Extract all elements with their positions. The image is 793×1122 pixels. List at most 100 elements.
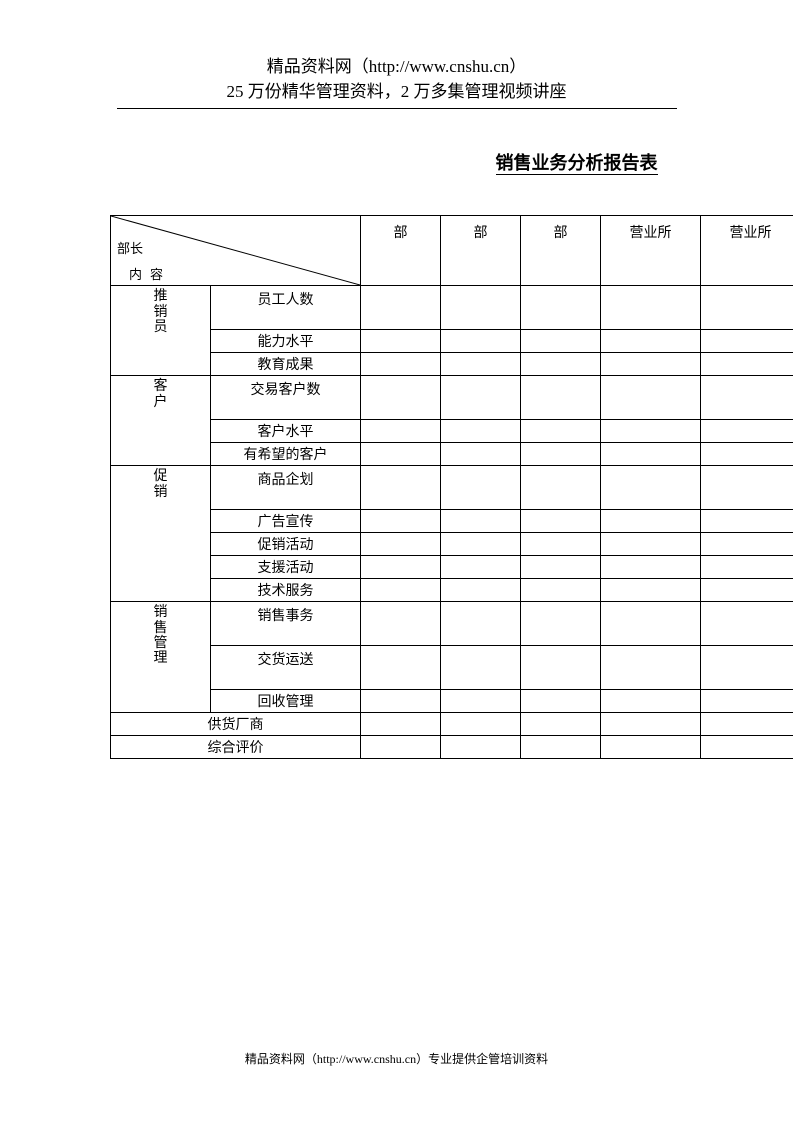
diag-label-bottom: 内容 [129, 264, 171, 283]
data-cell [441, 443, 521, 466]
data-cell [361, 690, 441, 713]
group-label: 推销员 [115, 289, 206, 335]
item-cell: 技术服务 [211, 579, 361, 602]
report-table: 部长 内容 部 部 部 营业所 营业所 推销员 员工人数 能力水平 教育成果 客… [110, 215, 793, 759]
item-cell: 回收管理 [211, 690, 361, 713]
data-cell [361, 376, 441, 420]
data-cell [601, 646, 701, 690]
item-cell: 广告宣传 [211, 510, 361, 533]
item-cell: 商品企划 [211, 466, 361, 510]
table-row: 销售管理 销售事务 [111, 602, 793, 646]
table-row: 促销 商品企划 [111, 466, 793, 510]
data-cell [441, 713, 521, 736]
item-cell: 支援活动 [211, 556, 361, 579]
item-cell: 销售事务 [211, 602, 361, 646]
document-title-text: 销售业务分析报告表 [496, 153, 658, 175]
data-cell [361, 556, 441, 579]
data-cell [601, 690, 701, 713]
data-cell [441, 579, 521, 602]
data-cell [521, 646, 601, 690]
data-cell [441, 330, 521, 353]
table-row: 客户 交易客户数 [111, 376, 793, 420]
data-cell [701, 510, 793, 533]
table-row: 能力水平 [111, 330, 793, 353]
document-title: 销售业务分析报告表 [360, 149, 793, 175]
data-cell [361, 579, 441, 602]
data-cell [701, 579, 793, 602]
data-cell [701, 646, 793, 690]
group-cell: 客户 [111, 376, 211, 466]
table-row: 技术服务 [111, 579, 793, 602]
table-row: 支援活动 [111, 556, 793, 579]
data-cell [601, 713, 701, 736]
group-cell: 推销员 [111, 286, 211, 376]
group-label: 客户 [115, 379, 206, 410]
data-cell [701, 330, 793, 353]
page-footer: 精品资料网（http://www.cnshu.cn）专业提供企管培训资料 [0, 1050, 793, 1067]
data-cell [601, 330, 701, 353]
table-row: 回收管理 [111, 690, 793, 713]
table-header-row: 部长 内容 部 部 部 营业所 营业所 [111, 216, 793, 286]
item-cell: 员工人数 [211, 286, 361, 330]
data-cell [361, 713, 441, 736]
data-cell [601, 286, 701, 330]
item-cell: 教育成果 [211, 353, 361, 376]
data-cell [521, 466, 601, 510]
item-cell: 能力水平 [211, 330, 361, 353]
data-cell [441, 466, 521, 510]
table-row: 客户水平 [111, 420, 793, 443]
col-header: 营业所 [601, 216, 701, 286]
data-cell [441, 533, 521, 556]
data-cell [361, 330, 441, 353]
diagonal-header-cell: 部长 内容 [111, 216, 361, 286]
data-cell [441, 646, 521, 690]
table-row: 综合评价 [111, 736, 793, 759]
data-cell [441, 286, 521, 330]
data-cell [601, 579, 701, 602]
table-wrapper: 部长 内容 部 部 部 营业所 营业所 推销员 员工人数 能力水平 教育成果 客… [110, 215, 793, 759]
item-cell: 交易客户数 [211, 376, 361, 420]
item-cell: 促销活动 [211, 533, 361, 556]
col-header: 部 [441, 216, 521, 286]
col-header: 部 [361, 216, 441, 286]
data-cell [521, 420, 601, 443]
data-cell [521, 579, 601, 602]
table-row: 广告宣传 [111, 510, 793, 533]
data-cell [701, 353, 793, 376]
data-cell [701, 602, 793, 646]
data-cell [521, 713, 601, 736]
data-cell [701, 443, 793, 466]
group-cell: 销售管理 [111, 602, 211, 713]
group-label: 销售管理 [115, 605, 206, 667]
data-cell [361, 602, 441, 646]
col-header: 部 [521, 216, 601, 286]
data-cell [441, 376, 521, 420]
data-cell [361, 353, 441, 376]
data-cell [701, 376, 793, 420]
data-cell [601, 443, 701, 466]
data-cell [601, 510, 701, 533]
data-cell [521, 690, 601, 713]
data-cell [701, 713, 793, 736]
group-label: 促销 [115, 469, 206, 500]
group-cell: 供货厂商 [111, 713, 361, 736]
data-cell [521, 602, 601, 646]
data-cell [701, 286, 793, 330]
table-row: 推销员 员工人数 [111, 286, 793, 330]
diag-label-top: 部长 [117, 238, 143, 257]
data-cell [601, 602, 701, 646]
data-cell [601, 466, 701, 510]
header-line-2: 25 万份精华管理资料，2 万多集管理视频讲座 [0, 80, 793, 105]
table-row: 供货厂商 [111, 713, 793, 736]
group-cell: 促销 [111, 466, 211, 602]
data-cell [601, 736, 701, 759]
table-row: 教育成果 [111, 353, 793, 376]
data-cell [521, 330, 601, 353]
data-cell [521, 376, 601, 420]
data-cell [601, 533, 701, 556]
data-cell [601, 353, 701, 376]
data-cell [361, 736, 441, 759]
data-cell [441, 556, 521, 579]
data-cell [441, 510, 521, 533]
data-cell [601, 420, 701, 443]
